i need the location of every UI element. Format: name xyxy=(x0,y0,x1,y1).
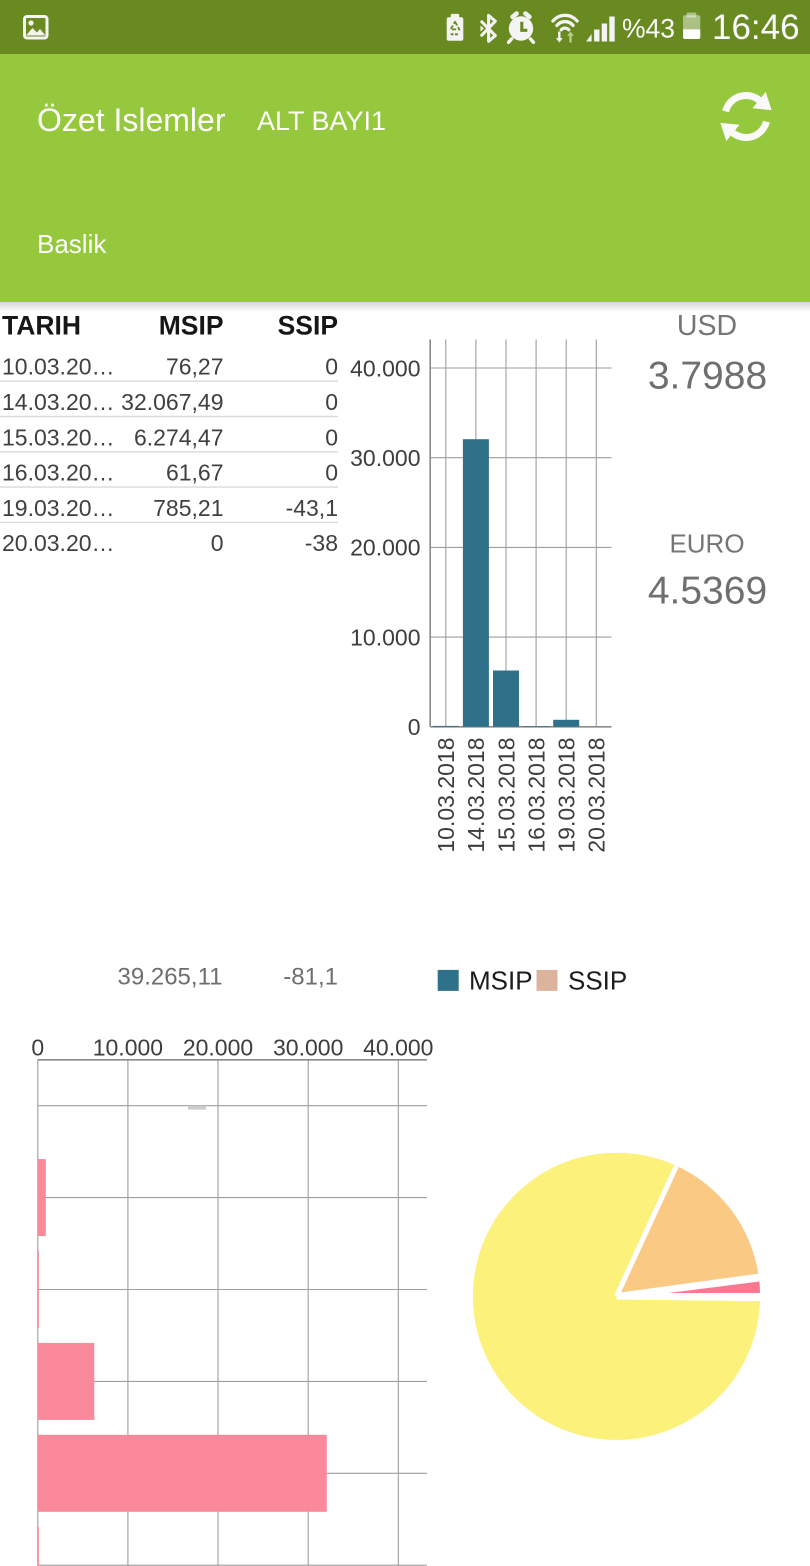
svg-text:MSIP: MSIP xyxy=(159,311,224,341)
svg-text:10.03.20…: 10.03.20… xyxy=(2,354,115,380)
svg-text:16:46: 16:46 xyxy=(712,8,800,47)
svg-text:TARIH: TARIH xyxy=(2,311,81,341)
svg-text:61,67: 61,67 xyxy=(166,460,224,486)
svg-text:30.000: 30.000 xyxy=(273,1035,343,1061)
svg-text:15.03.2018: 15.03.2018 xyxy=(493,738,519,853)
svg-text:0: 0 xyxy=(325,354,338,380)
svg-text:6.274,47: 6.274,47 xyxy=(134,424,224,450)
svg-text:EURO: EURO xyxy=(669,529,744,559)
svg-text:20.000: 20.000 xyxy=(350,535,420,561)
svg-text:0: 0 xyxy=(325,424,338,450)
svg-text:40.000: 40.000 xyxy=(363,1035,433,1061)
svg-text:10.000: 10.000 xyxy=(93,1035,163,1061)
svg-text:0: 0 xyxy=(31,1035,44,1061)
svg-text:10.03.2018: 10.03.2018 xyxy=(433,738,459,853)
svg-text:30.000: 30.000 xyxy=(350,445,420,471)
svg-text:USD: USD xyxy=(677,310,737,342)
svg-text:76,27: 76,27 xyxy=(166,354,224,380)
svg-text:40.000: 40.000 xyxy=(350,355,420,381)
svg-text:14.03.20…: 14.03.20… xyxy=(2,389,115,415)
svg-text:10.000: 10.000 xyxy=(350,624,420,650)
svg-text:Özet Islemler: Özet Islemler xyxy=(37,102,226,138)
svg-text:0: 0 xyxy=(211,530,224,556)
svg-text:ALT BAYI1: ALT BAYI1 xyxy=(257,106,386,136)
svg-text:0: 0 xyxy=(408,714,421,740)
svg-text:Baslik: Baslik xyxy=(37,229,107,259)
svg-text:-81,1: -81,1 xyxy=(283,964,338,991)
svg-text:MSIP: MSIP xyxy=(469,966,533,996)
svg-text:19.03.20…: 19.03.20… xyxy=(2,495,115,521)
svg-text:3.7988: 3.7988 xyxy=(648,355,767,398)
svg-text:SSIP: SSIP xyxy=(568,966,627,996)
svg-text:16.03.20…: 16.03.20… xyxy=(2,460,115,486)
svg-text:32.067,49: 32.067,49 xyxy=(121,389,223,415)
svg-text:19.03.2018: 19.03.2018 xyxy=(554,738,580,853)
svg-text:SSIP: SSIP xyxy=(278,311,338,341)
svg-text:15.03.20…: 15.03.20… xyxy=(2,424,115,450)
svg-text:4.5369: 4.5369 xyxy=(648,570,767,613)
svg-text:14.03.2018: 14.03.2018 xyxy=(463,738,489,853)
svg-text:20.03.2018: 20.03.2018 xyxy=(584,738,610,853)
svg-text:20.000: 20.000 xyxy=(183,1035,253,1061)
svg-text:785,21: 785,21 xyxy=(153,495,223,521)
svg-text:39.265,11: 39.265,11 xyxy=(118,964,223,991)
svg-text:-43,1: -43,1 xyxy=(286,495,338,521)
svg-text:%43: %43 xyxy=(622,14,675,44)
svg-text:0: 0 xyxy=(325,460,338,486)
svg-text:-38: -38 xyxy=(305,530,338,556)
svg-text:16.03.2018: 16.03.2018 xyxy=(523,738,549,853)
svg-text:20.03.20…: 20.03.20… xyxy=(2,530,115,556)
svg-text:0: 0 xyxy=(325,389,338,415)
